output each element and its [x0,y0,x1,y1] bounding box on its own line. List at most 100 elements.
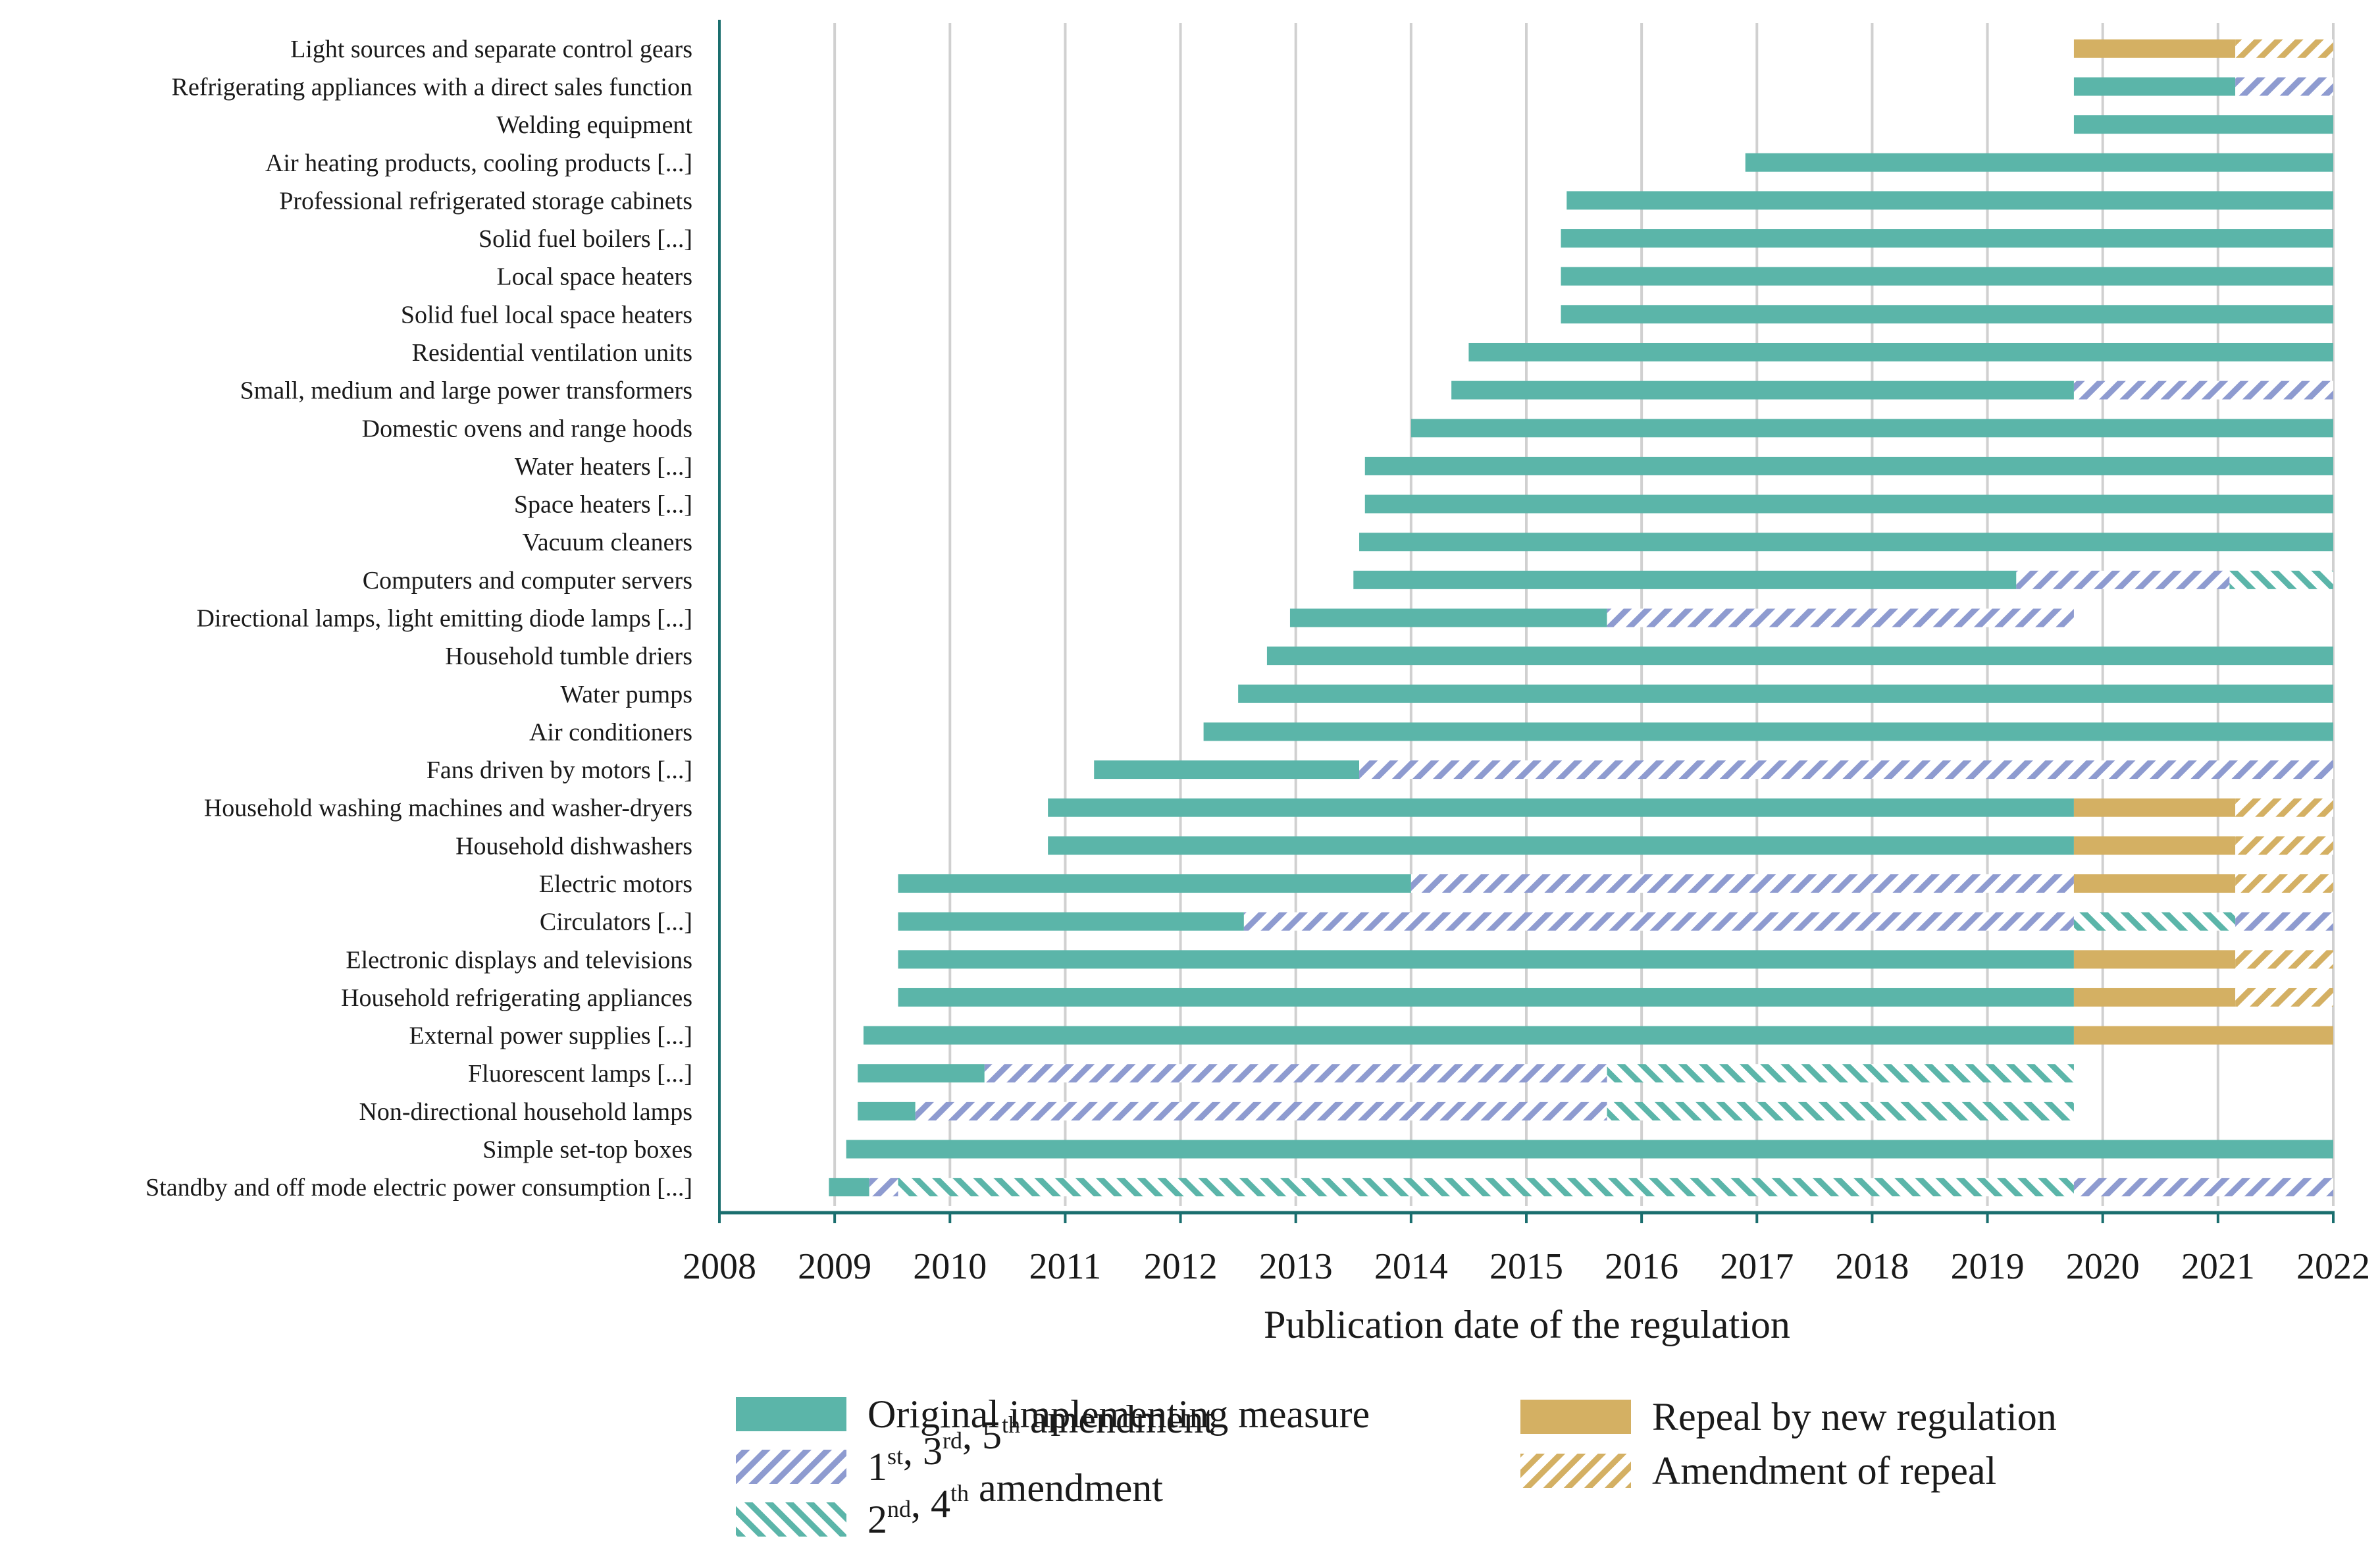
bar-row [858,1101,2074,1121]
legend-item-repeal: Repeal by new regulation [1520,1395,2057,1438]
bar-row [1745,153,2333,172]
bar-segment-odd-amendment [1607,608,2074,627]
category-label: Electronic displays and televisions [346,946,692,974]
bar-segment-repeal [2073,950,2236,969]
bar-segment-original [1359,533,2333,552]
bar-segment-odd-amendment [2235,77,2333,96]
category-label: Water pumps [560,681,692,708]
category-label: Computers and computer servers [363,567,692,594]
x-tick-label: 2010 [913,1246,987,1287]
legend-swatch [736,1450,846,1484]
category-label: External power supplies [...] [409,1022,692,1050]
x-tick-label: 2011 [1029,1246,1101,1287]
bar-segment-odd-amendment [2235,912,2333,931]
bar-segment-original [898,950,2074,969]
category-label: Professional refrigerated storage cabine… [279,187,692,215]
category-label: Non-directional household lamps [359,1098,692,1126]
bar-segment-amend-repeal [2235,950,2333,969]
bar-segment-original [2073,115,2333,134]
bar-segment-original [846,1140,2333,1159]
category-label: Space heaters [...] [514,491,692,519]
bar-segment-amend-repeal [2235,836,2333,855]
x-tick-label: 2012 [1144,1246,1218,1287]
bar-row [1561,267,2333,286]
bar-segment-original [1094,760,1360,779]
x-axis-title: Publication date of the regulation [1264,1303,1790,1346]
category-label: Light sources and separate control gears [290,36,692,63]
bar-segment-original [863,1026,2074,1045]
bar-segment-even-amendment [1607,1064,2074,1083]
bar-row [1451,381,2333,400]
bar-segment-even-amendment [1359,1178,2074,1197]
bar-row [898,988,2333,1007]
bar-row [846,1140,2333,1159]
bar-row [1359,533,2333,552]
legend-item-odd-amendment: 1st, 3rd, 5th amendment [736,1398,1214,1489]
category-label: Standby and off mode electric power cons… [145,1174,692,1201]
bar-segment-original [1203,722,2333,741]
bar-segment-original [1745,153,2333,172]
x-axis: 2008 2009 2010 2011 2012 2013 2014 2015 2016 2017… [683,20,2370,1287]
x-tick-label: 2022 [2296,1246,2370,1287]
legend-swatch [736,1502,846,1537]
bar-segment-odd-amendment [2073,1178,2333,1197]
bar-segment-odd-amendment [984,1064,1607,1083]
bar-segment-odd-amendment [1243,912,2074,931]
bar-segment-original [1364,494,2333,514]
bar-segment-original [1561,229,2333,248]
bar-row [858,1064,2074,1083]
category-label: Welding equipment [496,111,692,139]
bar-segment-original [829,1178,869,1197]
category-label: Residential ventilation units [412,339,692,367]
bar-row [1238,684,2333,703]
bar-segment-odd-amendment [915,1101,1607,1121]
bar-segment-repeal [2073,39,2236,58]
x-tick-label: 2013 [1259,1246,1333,1287]
bar-segment-original [858,1064,985,1083]
bar-segment-even-amendment [2073,912,2236,931]
x-tick-label: 2017 [1720,1246,1794,1287]
x-tick-label: 2020 [2066,1246,2140,1287]
legend-label: Original implementing measure [867,1392,1370,1436]
bar-row [1410,419,2333,438]
bar-segment-amend-repeal [2235,874,2333,893]
category-label: Fluorescent lamps [...] [468,1060,692,1088]
bar-segment-odd-amendment [2073,381,2333,400]
category-label: Vacuum cleaners [523,529,693,556]
x-tick-label: 2016 [1605,1246,1678,1287]
bar-row [1364,456,2333,475]
category-label: Refrigerating appliances with a direct s… [172,73,692,101]
legend-item-even-amendment: 2nd, 4th amendment [736,1466,1163,1541]
bar-row [1203,722,2333,741]
bar-row [898,874,2333,893]
legend-label: Repeal by new regulation [1652,1395,2057,1438]
bar-row [1048,836,2333,855]
category-label: Directional lamps, light emitting diode … [196,605,692,633]
bar-row [1364,494,2333,514]
legend-label: Amendment of repeal [1652,1449,1996,1492]
x-tick-label: 2009 [798,1246,871,1287]
bar-segment-even-amendment [2229,570,2333,589]
bar-segment-amend-repeal [2235,798,2333,817]
x-tick-label: 2018 [1835,1246,1909,1287]
bar-segment-even-amendment [898,1178,1360,1197]
legend-swatch [1520,1454,1631,1488]
bar-segment-original [1566,191,2333,210]
bar-row [1094,760,2333,779]
category-labels: Light sources and separate control gears… [145,36,692,1201]
bar-segment-original [1561,305,2333,324]
bar-segment-original [1353,570,2017,589]
x-tick-label: 2008 [683,1246,756,1287]
category-label: Air heating products, cooling products [… [265,149,692,177]
category-label: Air conditioners [529,718,692,746]
bar-segment-original [1238,684,2333,703]
legend-swatch [1520,1400,1631,1434]
x-tick-label: 2021 [2181,1246,2255,1287]
bar-row [1566,191,2333,210]
bar-segment-original [1048,798,2074,817]
bar-segment-original [2073,77,2236,96]
legend-label: 2nd, 4th amendment [867,1466,1163,1541]
bar-segment-original [858,1101,916,1121]
bar-segment-odd-amendment [2016,570,2230,589]
bar-row [898,912,2333,931]
